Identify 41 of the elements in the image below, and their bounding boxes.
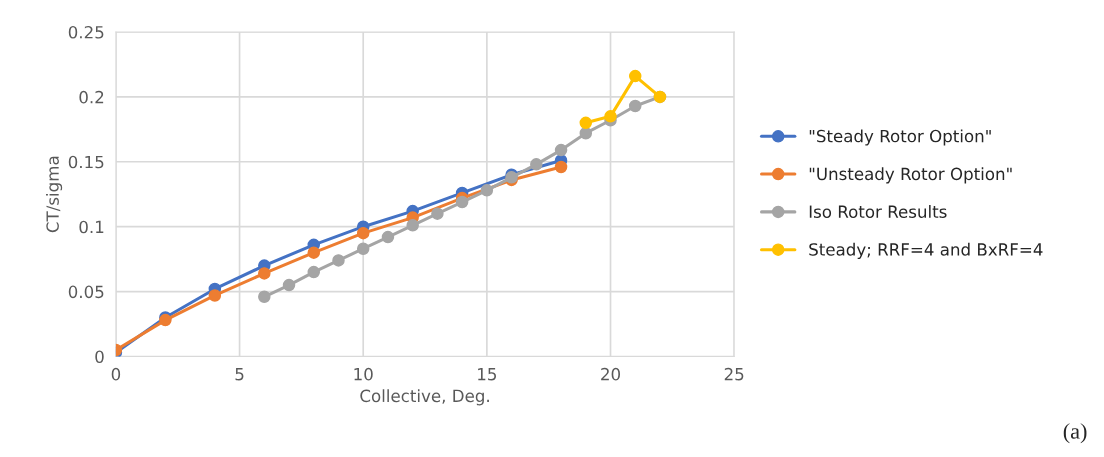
x-tick-label: 25 xyxy=(724,367,744,381)
legend-label: Iso Rotor Results xyxy=(809,205,947,218)
text: (a) xyxy=(1063,423,1087,444)
point xyxy=(307,265,321,279)
point xyxy=(554,160,568,174)
point xyxy=(356,226,370,240)
point xyxy=(356,242,370,255)
y-tick-label: 0.1 xyxy=(79,220,104,234)
y-tick-label: 0.25 xyxy=(68,25,104,39)
point xyxy=(258,267,271,280)
legend-label: "Steady Rotor Option" xyxy=(809,129,991,146)
x-tick-label: 20 xyxy=(601,367,621,381)
point xyxy=(628,69,642,83)
point xyxy=(208,289,222,302)
legend-label: "Unsteady Rotor Option" xyxy=(809,167,1012,184)
point xyxy=(579,116,593,130)
y-tick-label: 0 xyxy=(95,350,104,364)
point xyxy=(381,230,395,244)
point xyxy=(604,110,617,123)
point xyxy=(406,219,419,232)
point xyxy=(307,246,321,259)
x-axis-title: Collective, Deg. xyxy=(360,389,489,406)
x-tick-label: 5 xyxy=(235,368,244,381)
x-tick-label: 10 xyxy=(354,367,373,381)
x-tick-label: 0 xyxy=(111,367,121,381)
point xyxy=(628,99,642,113)
point xyxy=(554,143,568,157)
y-axis-title: CT/sigma xyxy=(46,156,63,233)
point xyxy=(282,278,296,292)
point xyxy=(258,290,271,304)
legend-label: Steady; RRF=4 and BxRF=4 xyxy=(809,242,1043,259)
point xyxy=(431,207,444,220)
point xyxy=(332,254,345,267)
x-tick-label: 15 xyxy=(478,368,497,381)
point xyxy=(530,158,543,171)
point xyxy=(455,195,469,209)
y-tick-label: 0.05 xyxy=(68,285,104,299)
y-tick-label: 0.2 xyxy=(79,90,104,104)
y-tick-label: 0.15 xyxy=(68,155,104,169)
point xyxy=(579,126,593,140)
point xyxy=(480,184,494,197)
